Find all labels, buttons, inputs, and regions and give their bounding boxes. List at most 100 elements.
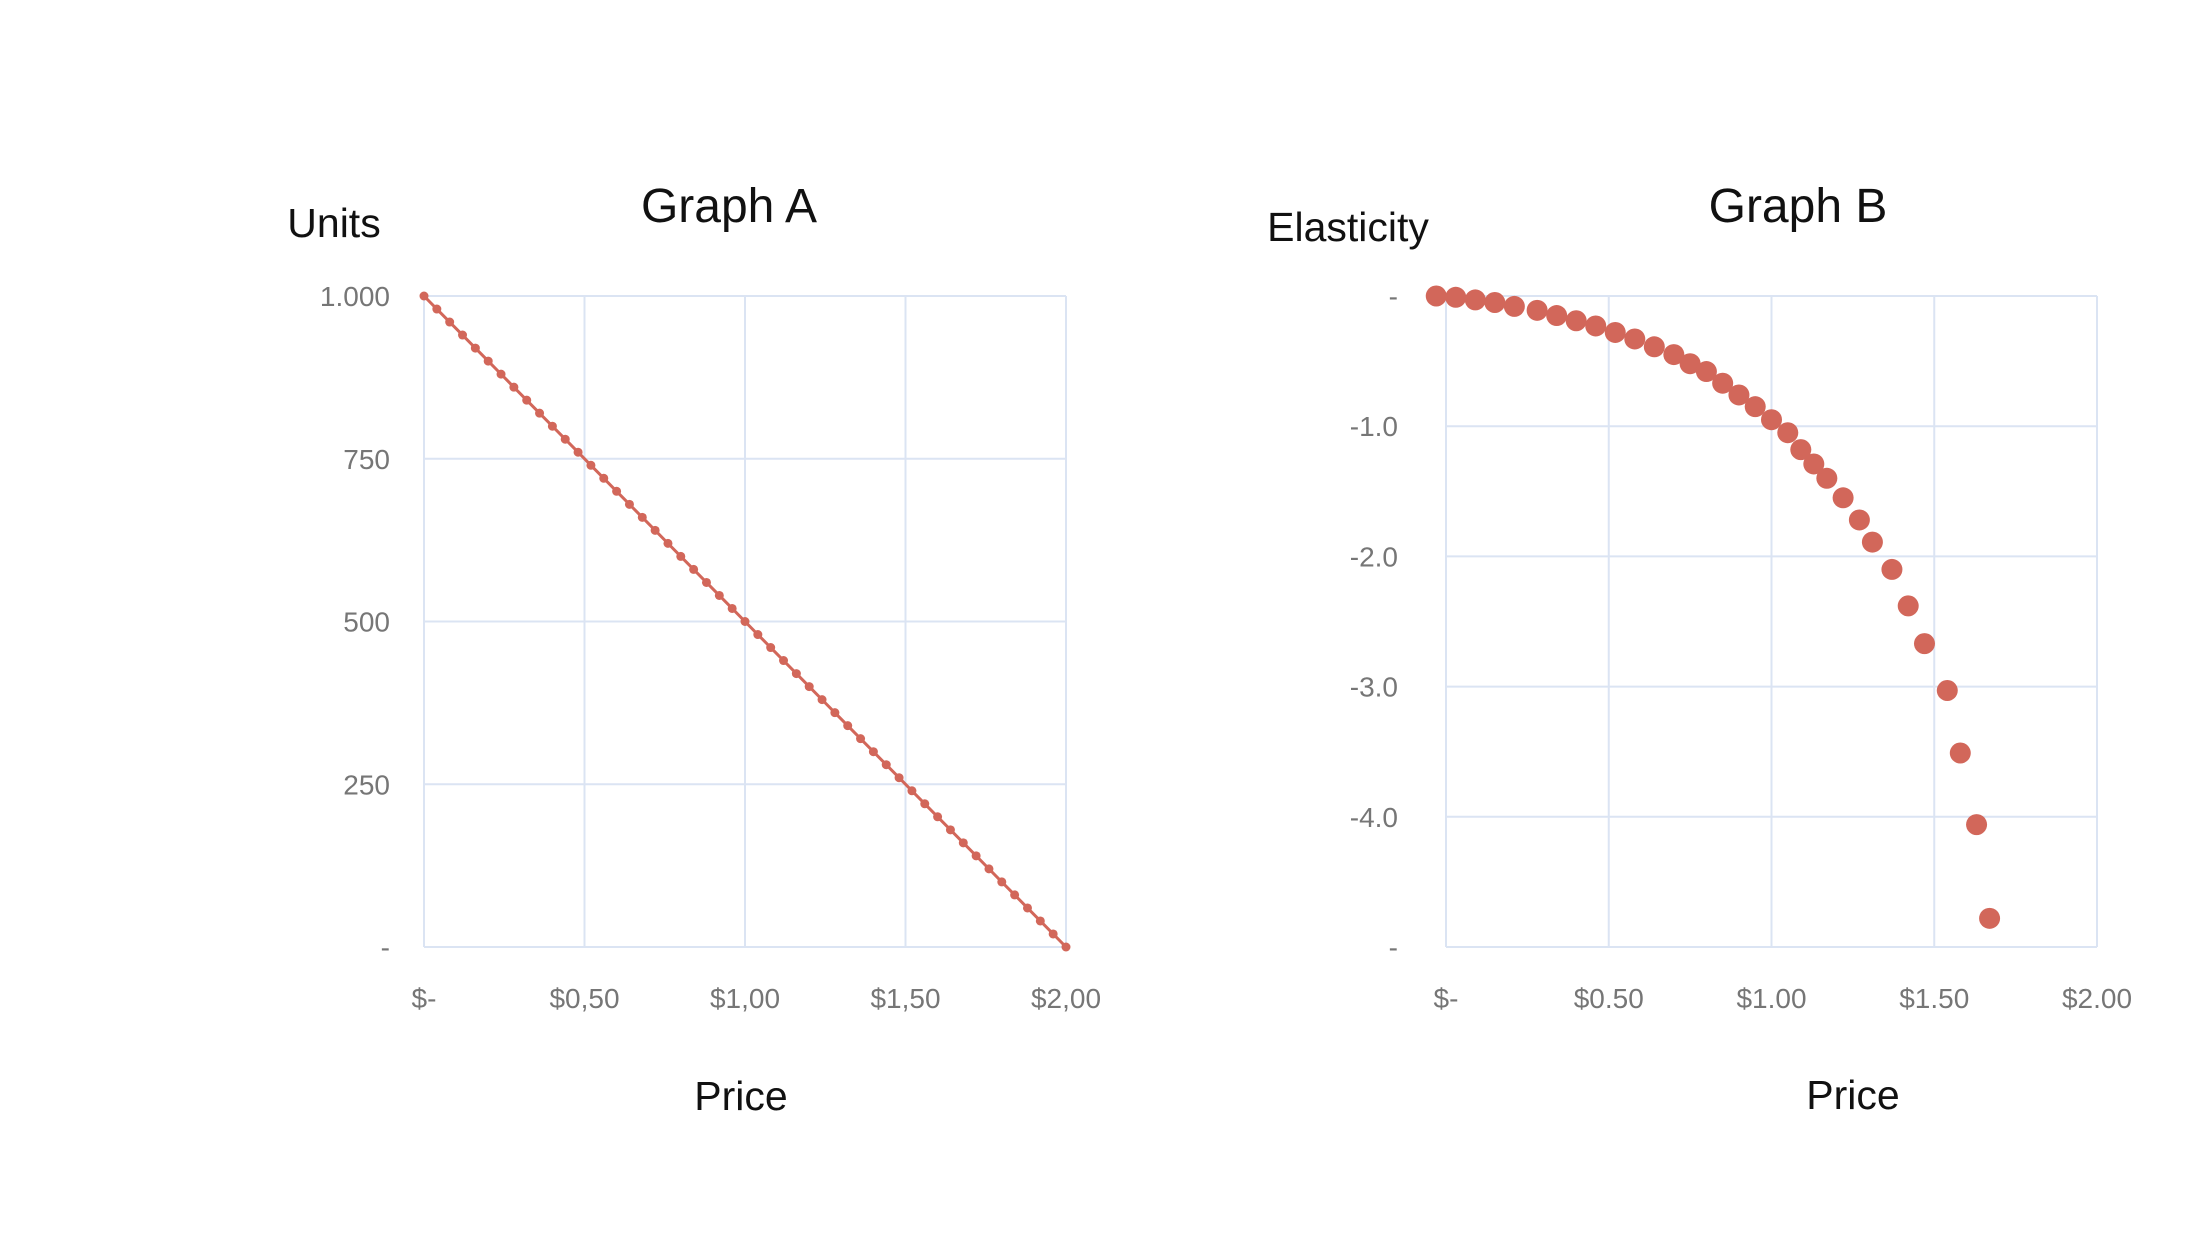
data-point [663, 538, 673, 548]
data-point [958, 838, 968, 848]
data-point [1546, 305, 1568, 327]
data-point [1744, 396, 1766, 418]
data-point [573, 447, 583, 457]
data-point [817, 695, 827, 705]
data-point [1585, 315, 1607, 337]
data-point [1897, 595, 1919, 617]
data-point [1881, 558, 1903, 580]
data-point [1966, 814, 1988, 836]
data-point [1048, 929, 1058, 939]
data-point [1712, 372, 1734, 394]
data-point [753, 630, 763, 640]
data-point [740, 617, 750, 626]
data-point [445, 317, 455, 327]
data-point [586, 460, 596, 470]
data-point [599, 473, 609, 483]
data-point [1913, 633, 1935, 655]
graph-b-grid [1445, 295, 2098, 948]
data-point [1861, 531, 1883, 553]
graph-b-series [1425, 285, 2001, 929]
data-point [1949, 742, 1971, 764]
data-point [1679, 353, 1701, 375]
data-point [791, 669, 801, 679]
graph-b-y-tick-label: -4.0 [1350, 802, 1398, 833]
graph-b-y-ticks: - -1.0 -2.0 -3.0 -4.0 - [1350, 281, 1398, 963]
graph-a-series [419, 291, 1071, 952]
data-point [458, 330, 468, 340]
graph-a-y-tick-label: 250 [343, 769, 390, 800]
graph-a-x-tick-label: $0,50 [549, 983, 619, 1014]
chart-graph-b: Graph B Elasticity Price - -1.0 -2.0 -3.0 -4… [1267, 180, 2132, 1118]
data-point [560, 434, 570, 444]
data-point [894, 773, 904, 783]
data-point [624, 499, 634, 509]
graph-b-y-tick-label: - [1389, 932, 1398, 963]
graph-b-x-tick-label: $0.50 [1574, 983, 1644, 1014]
data-point [432, 304, 442, 314]
data-point [997, 877, 1007, 887]
data-point [933, 812, 943, 822]
data-point [1816, 467, 1838, 489]
graph-a-y-tick-label: 1.000 [320, 281, 390, 312]
data-point [830, 708, 840, 718]
data-point [1803, 453, 1825, 475]
data-point [727, 603, 737, 613]
data-point [856, 734, 866, 744]
data-point [1979, 907, 2001, 929]
data-point [509, 382, 519, 392]
data-point [920, 799, 930, 809]
data-point [535, 408, 545, 418]
data-point [1464, 289, 1486, 311]
data-point [1503, 295, 1525, 317]
data-point [971, 851, 981, 861]
data-point [714, 590, 724, 600]
data-point [843, 721, 853, 731]
graph-b-y-tick-label: -2.0 [1350, 541, 1398, 572]
graph-b-x-tick-label: $1.50 [1899, 983, 1969, 1014]
data-point [1061, 942, 1071, 952]
graph-a-y-axis-label: Units [287, 200, 380, 246]
data-point [496, 369, 506, 379]
graph-b-y-tick-label: -3.0 [1350, 672, 1398, 703]
data-point [1832, 487, 1854, 509]
data-point [1624, 328, 1646, 350]
data-point [945, 825, 955, 835]
data-point [1728, 384, 1750, 406]
graph-a-x-tick-label: $- [412, 983, 437, 1014]
data-point [1848, 509, 1870, 531]
graph-a-x-axis-label: Price [694, 1073, 787, 1119]
data-point [689, 564, 699, 574]
data-point [1526, 299, 1548, 321]
data-point [1010, 890, 1020, 900]
data-point [483, 356, 493, 366]
data-point [470, 343, 480, 353]
data-point [881, 760, 891, 770]
graph-b-title: Graph B [1709, 180, 1888, 233]
data-point [701, 577, 711, 587]
graph-b-x-axis-label: Price [1806, 1072, 1899, 1118]
graph-b-x-tick-label: $1.00 [1736, 983, 1806, 1014]
graph-a-y-tick-label: - [381, 932, 390, 963]
data-point [1445, 286, 1467, 308]
data-point [1761, 409, 1782, 431]
data-point [650, 525, 660, 535]
data-point [1790, 439, 1812, 461]
data-point [522, 395, 532, 405]
data-point [1022, 903, 1032, 913]
graph-b-y-axis-label: Elasticity [1267, 204, 1429, 250]
data-point [1663, 344, 1685, 366]
graph-a-x-ticks: $- $0,50 $1,00 $1,50 $2,00 [412, 983, 1101, 1014]
data-point [1643, 336, 1665, 358]
graph-a-y-ticks: - 250 500 750 1.000 [320, 281, 390, 963]
data-point [868, 747, 878, 757]
data-point [1604, 321, 1626, 343]
graph-a-title: Graph A [641, 180, 817, 233]
data-point [547, 421, 557, 431]
graph-a-y-tick-label: 750 [343, 444, 390, 475]
graph-b-x-tick-label: $2.00 [2062, 983, 2132, 1014]
graph-b-x-ticks: $- $0.50 $1.00 $1.50 $2.00 [1434, 983, 2132, 1014]
data-point [1936, 680, 1958, 702]
data-point [612, 486, 622, 496]
data-point [1777, 422, 1799, 444]
